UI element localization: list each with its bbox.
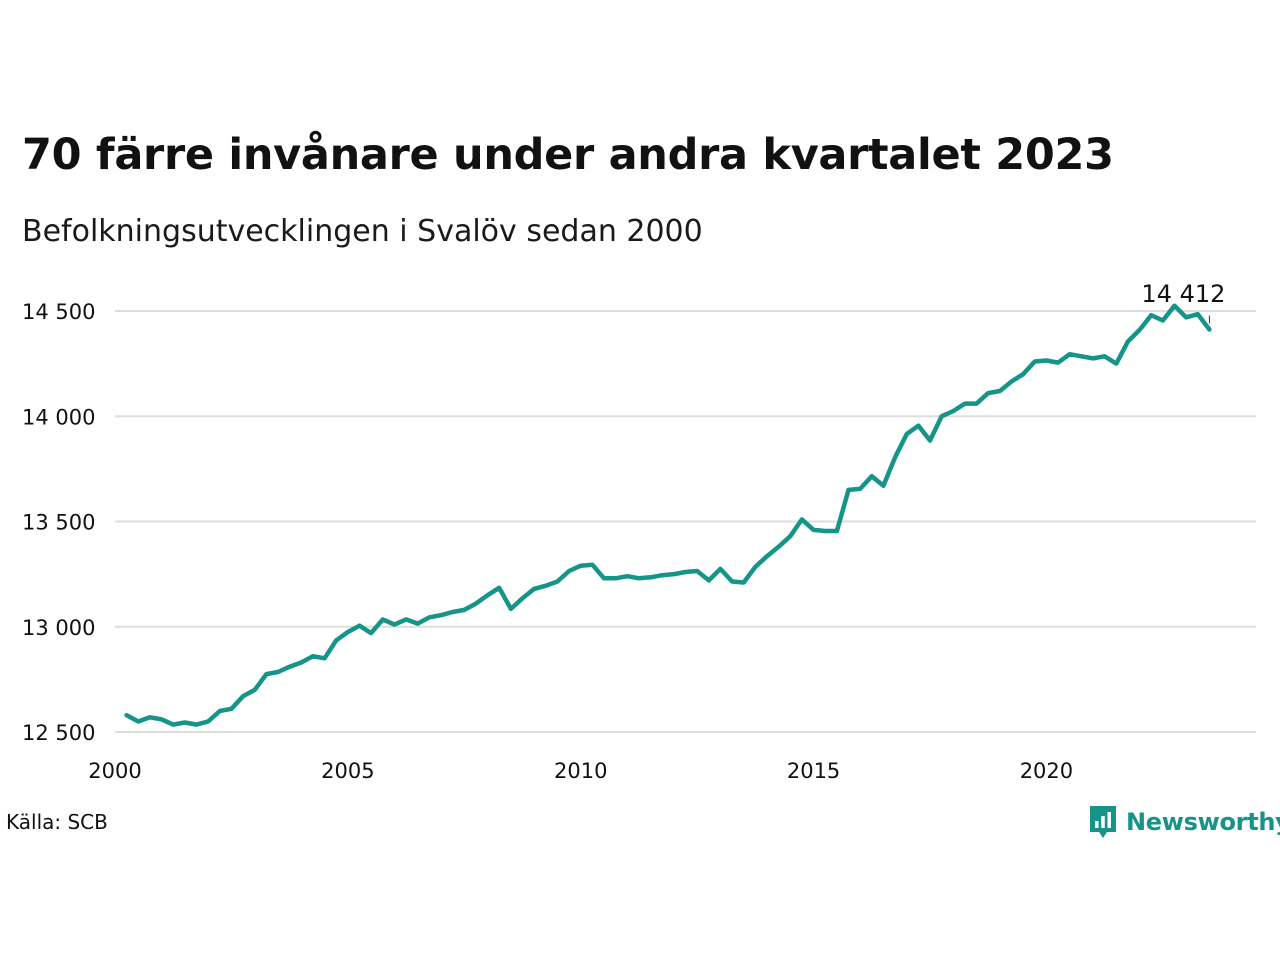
end-value-label: 14 412 (1141, 280, 1225, 308)
x-tick-label: 2015 (787, 759, 840, 783)
brand-name: Newsworthy (1126, 808, 1280, 836)
y-tick-label: 14 500 (22, 300, 95, 324)
brand-logo: Newsworthy (1088, 804, 1280, 840)
source-note: Källa: SCB (6, 810, 108, 834)
chart-subtitle: Befolkningsutvecklingen i Svalöv sedan 2… (22, 214, 703, 249)
x-axis: 2000 2005 2010 2015 2020 (88, 759, 1073, 783)
chart-title: 70 färre invånare under andra kvartalet … (22, 130, 1114, 180)
x-tick-label: 2000 (88, 759, 141, 783)
y-axis: 12 500 13 000 13 500 14 000 14 500 (22, 300, 95, 745)
x-tick-label: 2020 (1020, 759, 1073, 783)
series-line (124, 303, 1212, 727)
gridlines (115, 310, 1256, 733)
newsworthy-chart-logo-icon (1090, 806, 1116, 838)
y-tick-label: 13 500 (22, 511, 95, 535)
series-group (124, 303, 1212, 727)
annotations: 14 412 (1141, 280, 1225, 324)
x-tick-label: 2010 (554, 759, 607, 783)
y-tick-label: 12 500 (22, 721, 95, 745)
y-tick-label: 13 000 (22, 616, 95, 640)
x-tick-label: 2005 (321, 759, 374, 783)
y-tick-label: 14 000 (22, 405, 95, 429)
